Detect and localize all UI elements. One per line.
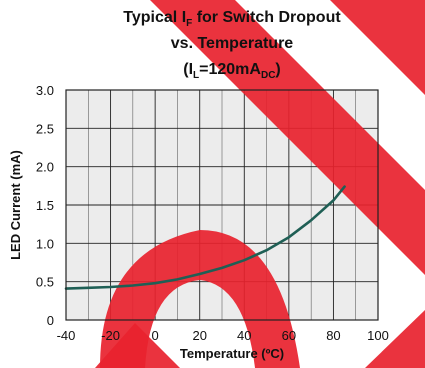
y-tick-label: 1.0 bbox=[36, 236, 54, 251]
y-tick-label: 1.5 bbox=[36, 198, 54, 213]
chart-title-line-1: Typical IF for Switch Dropout bbox=[123, 9, 341, 29]
y-tick-label: 3.0 bbox=[36, 83, 54, 98]
x-tick-label: 100 bbox=[367, 328, 389, 343]
x-tick-label: 60 bbox=[282, 328, 296, 343]
watermark-stripe bbox=[330, 0, 425, 95]
x-tick-label: 20 bbox=[192, 328, 206, 343]
x-tick-label: 80 bbox=[326, 328, 340, 343]
watermark-stripes bbox=[95, 0, 425, 368]
x-axis-label: Temperature (ºC) bbox=[180, 346, 284, 361]
y-tick-label: 0 bbox=[47, 313, 54, 328]
watermark-stripe bbox=[150, 0, 425, 275]
x-tick-labels: -40 -20 0 20 40 60 80 100 bbox=[57, 328, 389, 343]
y-tick-label: 2.0 bbox=[36, 160, 54, 175]
watermark-arc bbox=[100, 230, 300, 368]
y-axis-label: LED Current (mA) bbox=[8, 150, 23, 260]
x-tick-label: 0 bbox=[152, 328, 159, 343]
x-tick-label: -40 bbox=[57, 328, 76, 343]
x-tick-label: 40 bbox=[237, 328, 251, 343]
series-layer bbox=[64, 185, 346, 290]
chart-title-line-2: vs. Temperature bbox=[171, 35, 294, 52]
chart-title-line-3: (IL=120mADC) bbox=[183, 61, 281, 81]
y-tick-labels: 0 0.5 1.0 1.5 2.0 2.5 3.0 bbox=[36, 83, 54, 328]
y-tick-label: 2.5 bbox=[36, 121, 54, 136]
x-tick-label: -20 bbox=[101, 328, 120, 343]
series-line bbox=[64, 185, 346, 290]
y-tick-label: 0.5 bbox=[36, 275, 54, 290]
plot-frame bbox=[65, 89, 379, 321]
watermark-stripe bbox=[365, 310, 425, 368]
axes-frame bbox=[65, 89, 379, 321]
